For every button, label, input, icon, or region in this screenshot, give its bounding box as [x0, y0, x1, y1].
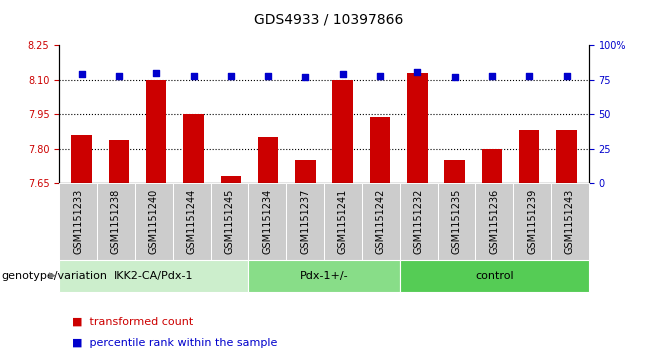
Bar: [556, 130, 577, 183]
Point: [338, 72, 348, 77]
Text: GDS4933 / 10397866: GDS4933 / 10397866: [254, 13, 404, 27]
Point: [114, 73, 124, 79]
Text: IKK2-CA/Pdx-1: IKK2-CA/Pdx-1: [114, 271, 193, 281]
Point: [524, 73, 534, 79]
Bar: [295, 160, 316, 183]
Text: GSM1151241: GSM1151241: [338, 189, 348, 254]
Bar: [332, 80, 353, 183]
Text: GSM1151242: GSM1151242: [376, 189, 386, 254]
Point: [76, 72, 87, 77]
Text: GSM1151238: GSM1151238: [111, 189, 121, 254]
Bar: [444, 160, 465, 183]
Bar: [220, 176, 241, 183]
Bar: [183, 114, 204, 183]
Text: GSM1151232: GSM1151232: [414, 189, 424, 254]
Text: GSM1151235: GSM1151235: [451, 189, 461, 254]
Point: [561, 73, 572, 79]
Point: [188, 73, 199, 79]
Text: GSM1151236: GSM1151236: [490, 189, 499, 254]
Bar: [407, 73, 428, 183]
Point: [375, 73, 386, 79]
Text: GSM1151244: GSM1151244: [187, 189, 197, 254]
Point: [412, 69, 422, 74]
Bar: [258, 137, 278, 183]
Point: [151, 70, 161, 76]
Text: ▶: ▶: [49, 272, 56, 280]
Point: [226, 73, 236, 79]
Bar: [146, 80, 166, 183]
Bar: [482, 149, 502, 183]
Text: control: control: [475, 271, 514, 281]
Text: ■  transformed count: ■ transformed count: [72, 316, 193, 326]
Text: Pdx-1+/-: Pdx-1+/-: [300, 271, 348, 281]
Text: GSM1151245: GSM1151245: [224, 189, 234, 254]
Text: genotype/variation: genotype/variation: [1, 271, 107, 281]
Bar: [519, 130, 540, 183]
Text: GSM1151239: GSM1151239: [527, 189, 537, 254]
Point: [487, 73, 497, 79]
Bar: [370, 117, 390, 183]
Bar: [109, 140, 129, 183]
Text: GSM1151240: GSM1151240: [149, 189, 159, 254]
Bar: [71, 135, 92, 183]
Point: [263, 73, 273, 79]
Text: ■  percentile rank within the sample: ■ percentile rank within the sample: [72, 338, 278, 348]
Text: GSM1151234: GSM1151234: [263, 189, 272, 254]
Point: [449, 74, 460, 80]
Point: [300, 74, 311, 80]
Text: GSM1151237: GSM1151237: [300, 189, 310, 254]
Text: GSM1151233: GSM1151233: [73, 189, 83, 254]
Text: GSM1151243: GSM1151243: [565, 189, 575, 254]
